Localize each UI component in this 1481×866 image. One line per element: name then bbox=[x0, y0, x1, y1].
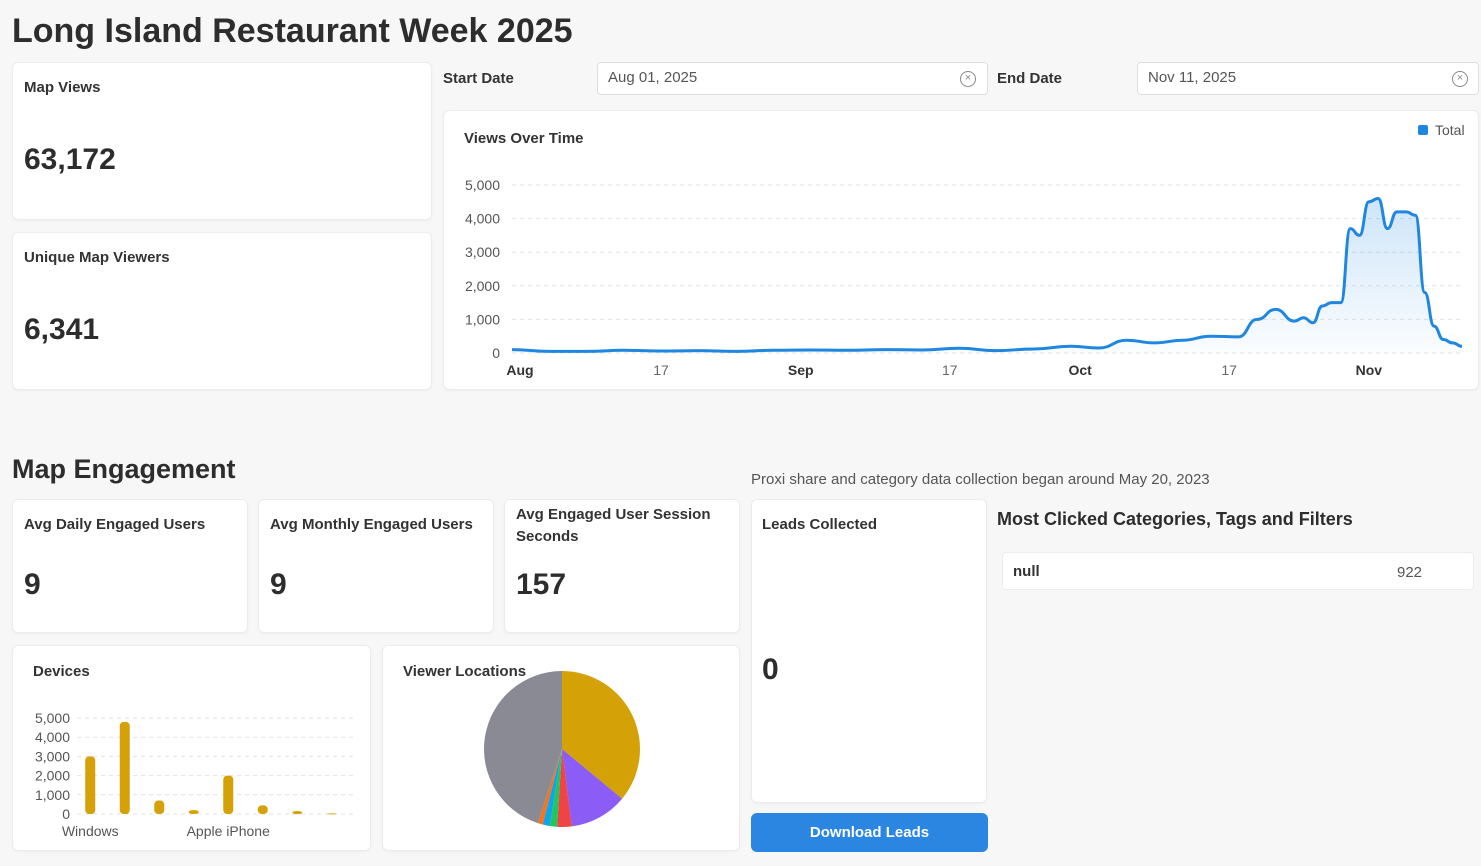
clear-end-date-icon[interactable]: × bbox=[1452, 71, 1468, 87]
end-date-label: End Date bbox=[997, 70, 1063, 87]
download-leads-button[interactable]: Download Leads bbox=[751, 813, 988, 852]
y-tick-label: 1,000 bbox=[465, 311, 500, 327]
avg-monthly-label: Avg Monthly Engaged Users bbox=[270, 516, 473, 533]
y-tick-label: 1,000 bbox=[35, 787, 70, 803]
end-date-value: Nov 11, 2025 bbox=[1148, 69, 1237, 86]
y-tick-label: 4,000 bbox=[465, 211, 500, 227]
bar bbox=[119, 721, 130, 814]
pie-slice bbox=[562, 749, 623, 827]
chart-title: Views Over Time bbox=[464, 130, 584, 147]
start-date-label: Start Date bbox=[443, 70, 514, 87]
leads-label: Leads Collected bbox=[762, 516, 878, 533]
views-over-time-chart: Views Over Time Total 0 1,000 2,000 3,000 4,00… bbox=[464, 122, 1465, 378]
pie-slice bbox=[557, 749, 572, 827]
y-tick-label: 0 bbox=[492, 345, 500, 361]
bar bbox=[223, 775, 234, 814]
pie-slice bbox=[562, 671, 640, 799]
avg-daily-label: Avg Daily Engaged Users bbox=[24, 516, 206, 533]
start-date-value: Aug 01, 2025 bbox=[608, 69, 698, 86]
unique-viewers-label: Unique Map Viewers bbox=[24, 249, 170, 266]
category-name: null bbox=[1013, 563, 1040, 580]
categories-title: Most Clicked Categories, Tags and Filter… bbox=[997, 509, 1353, 529]
engagement-note: Proxi share and category data collection… bbox=[751, 471, 1210, 488]
y-tick-label: 0 bbox=[62, 806, 70, 822]
leads-value: 0 bbox=[762, 653, 779, 686]
avg-session-value: 157 bbox=[516, 568, 567, 601]
y-tick-label: 3,000 bbox=[35, 748, 70, 764]
chart-title: Viewer Locations bbox=[403, 663, 526, 680]
bar bbox=[292, 811, 303, 814]
y-tick-label: 3,000 bbox=[465, 244, 500, 260]
bar bbox=[154, 800, 165, 814]
avg-monthly-value: 9 bbox=[270, 568, 287, 601]
category-row: null 922 bbox=[1002, 552, 1474, 590]
viewer-locations-card: Viewer Locations bbox=[382, 645, 740, 851]
x-tick-label: Nov bbox=[1356, 362, 1383, 378]
avg-daily-card: Avg Daily Engaged Users 9 bbox=[12, 499, 248, 633]
y-tick-label: 4,000 bbox=[35, 729, 70, 745]
series-area-total bbox=[512, 198, 1462, 353]
legend-label: Total bbox=[1435, 122, 1465, 138]
end-date-input[interactable]: Nov 11, 2025 × bbox=[1137, 62, 1479, 95]
pie-slice bbox=[542, 749, 562, 827]
bar bbox=[188, 810, 199, 814]
bar bbox=[85, 756, 96, 814]
page-title: Long Island Restaurant Week 2025 bbox=[12, 12, 573, 50]
x-tick-label: Aug bbox=[506, 362, 533, 378]
clear-start-date-icon[interactable]: × bbox=[960, 71, 976, 87]
views-over-time-card: Views Over Time Total 0 1,000 2,000 3,000 4,00… bbox=[443, 110, 1479, 390]
legend-swatch bbox=[1418, 125, 1428, 135]
devices-chart: Devices 0 1,000 2,000 3,000 4,000 5,000 Windows… bbox=[33, 663, 353, 839]
y-tick-label: 2,000 bbox=[465, 278, 500, 294]
category-count: 922 bbox=[1397, 564, 1423, 581]
start-date-input[interactable]: Aug 01, 2025 × bbox=[597, 62, 988, 95]
map-views-label: Map Views bbox=[24, 79, 101, 96]
pie-slice bbox=[549, 749, 562, 827]
y-tick-label: 5,000 bbox=[465, 177, 500, 193]
engagement-title: Map Engagement bbox=[12, 454, 236, 484]
y-tick-label: 2,000 bbox=[35, 768, 70, 784]
series-line-total bbox=[511, 196, 1463, 353]
map-views-value: 63,172 bbox=[24, 143, 116, 176]
x-tick-label: 17 bbox=[1221, 362, 1237, 378]
avg-monthly-card: Avg Monthly Engaged Users 9 bbox=[258, 499, 494, 633]
viewer-locations-chart: Viewer Locations bbox=[403, 663, 640, 827]
bar bbox=[257, 805, 268, 814]
x-tick-label: Sep bbox=[788, 362, 814, 378]
x-tick-label: Oct bbox=[1068, 362, 1092, 378]
avg-daily-value: 9 bbox=[24, 568, 41, 601]
x-tick-label: 17 bbox=[942, 362, 958, 378]
x-tick-label: Windows bbox=[62, 823, 119, 839]
avg-session-label: Avg Engaged User Session Seconds bbox=[516, 506, 711, 545]
chart-title: Devices bbox=[33, 663, 90, 680]
unique-viewers-value: 6,341 bbox=[24, 313, 100, 346]
pie-slice bbox=[484, 671, 562, 824]
unique-viewers-card: Unique Map Viewers 6,341 bbox=[12, 232, 432, 390]
map-views-card: Map Views 63,172 bbox=[12, 62, 432, 220]
y-tick-label: 5,000 bbox=[35, 710, 70, 726]
bar bbox=[326, 813, 337, 815]
x-tick-label: 17 bbox=[653, 362, 669, 378]
avg-session-card: Avg Engaged User Session Seconds 157 bbox=[504, 499, 740, 633]
x-tick-label: Apple iPhone bbox=[187, 823, 271, 839]
devices-card: Devices 0 1,000 2,000 3,000 4,000 5,000 Windows… bbox=[12, 645, 371, 851]
pie-slice bbox=[537, 749, 562, 825]
leads-card: Leads Collected 0 bbox=[751, 499, 987, 803]
